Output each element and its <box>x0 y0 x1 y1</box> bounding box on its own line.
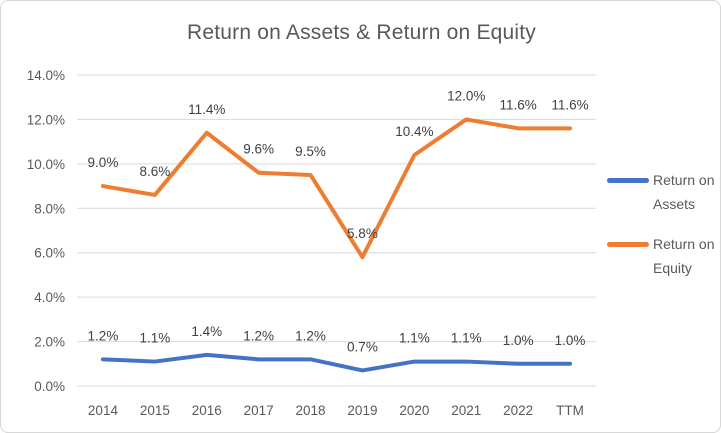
legend-item-return-on-equity[interactable]: Return on Equity <box>607 232 719 280</box>
data-label-return-on-assets: 1.0% <box>503 333 534 348</box>
y-axis-tick-label: 12.0% <box>27 112 65 127</box>
data-label-return-on-equity: 5.8% <box>347 226 378 241</box>
legend-label-return-on-assets: Return on Assets <box>653 172 715 212</box>
data-label-return-on-equity: 10.4% <box>395 124 433 139</box>
x-axis-tick-label: 2015 <box>140 403 170 418</box>
y-axis-tick-label: 4.0% <box>34 290 65 305</box>
data-label-return-on-equity: 11.6% <box>500 97 537 112</box>
data-label-return-on-equity: 9.5% <box>295 144 326 159</box>
x-axis-tick-label: 2018 <box>296 403 326 418</box>
y-axis-tick-label: 8.0% <box>34 201 65 216</box>
data-label-return-on-assets: 1.2% <box>243 328 274 343</box>
x-axis-tick-label: 2020 <box>399 403 429 418</box>
x-axis-tick-label: 2017 <box>244 403 274 418</box>
data-label-return-on-equity: 11.6% <box>551 97 588 112</box>
data-label-return-on-assets: 0.7% <box>347 339 378 354</box>
x-axis-tick-label: 2014 <box>88 403 119 418</box>
data-label-return-on-assets: 1.2% <box>295 328 326 343</box>
data-label-return-on-equity: 11.4% <box>188 102 225 117</box>
y-axis-tick-label: 6.0% <box>34 246 65 261</box>
x-axis-tick-label: 2022 <box>503 403 533 418</box>
data-label-return-on-assets: 1.1% <box>139 331 170 346</box>
x-axis-tick-label: 2021 <box>451 403 481 418</box>
chart-title: Return on Assets & Return on Equity <box>186 21 537 44</box>
data-label-return-on-assets: 1.1% <box>451 331 482 346</box>
data-label-return-on-assets: 1.0% <box>555 333 586 348</box>
legend-swatch-equity-icon <box>607 242 649 247</box>
legend-swatch-assets-icon <box>607 178 649 183</box>
data-label-return-on-equity: 12.0% <box>447 88 485 103</box>
y-axis-tick-label: 2.0% <box>34 335 65 350</box>
y-axis-tick-label: 0.0% <box>34 379 65 394</box>
data-label-return-on-equity: 9.6% <box>243 142 274 157</box>
x-axis-tick-label: 2019 <box>347 403 377 418</box>
series-line-return-on-assets[interactable] <box>100 352 573 373</box>
y-axis-tick-label: 14.0% <box>27 68 65 83</box>
data-label-return-on-assets: 1.4% <box>191 324 222 339</box>
data-label-return-on-equity: 8.6% <box>139 164 170 179</box>
y-axis-tick-label: 10.0% <box>27 157 65 172</box>
x-axis-tick-label: 2016 <box>192 403 222 418</box>
legend-label-return-on-equity: Return on Equity <box>653 236 715 276</box>
data-label-return-on-assets: 1.2% <box>88 328 119 343</box>
legend-item-return-on-assets[interactable]: Return on Assets <box>607 168 719 216</box>
series-line-return-on-equity[interactable] <box>100 117 573 260</box>
x-axis-tick-label: TTM <box>556 403 584 418</box>
data-label-return-on-assets: 1.1% <box>399 331 430 346</box>
data-label-return-on-equity: 9.0% <box>88 155 119 170</box>
legend: Return on Assets Return on Equity <box>607 168 719 296</box>
